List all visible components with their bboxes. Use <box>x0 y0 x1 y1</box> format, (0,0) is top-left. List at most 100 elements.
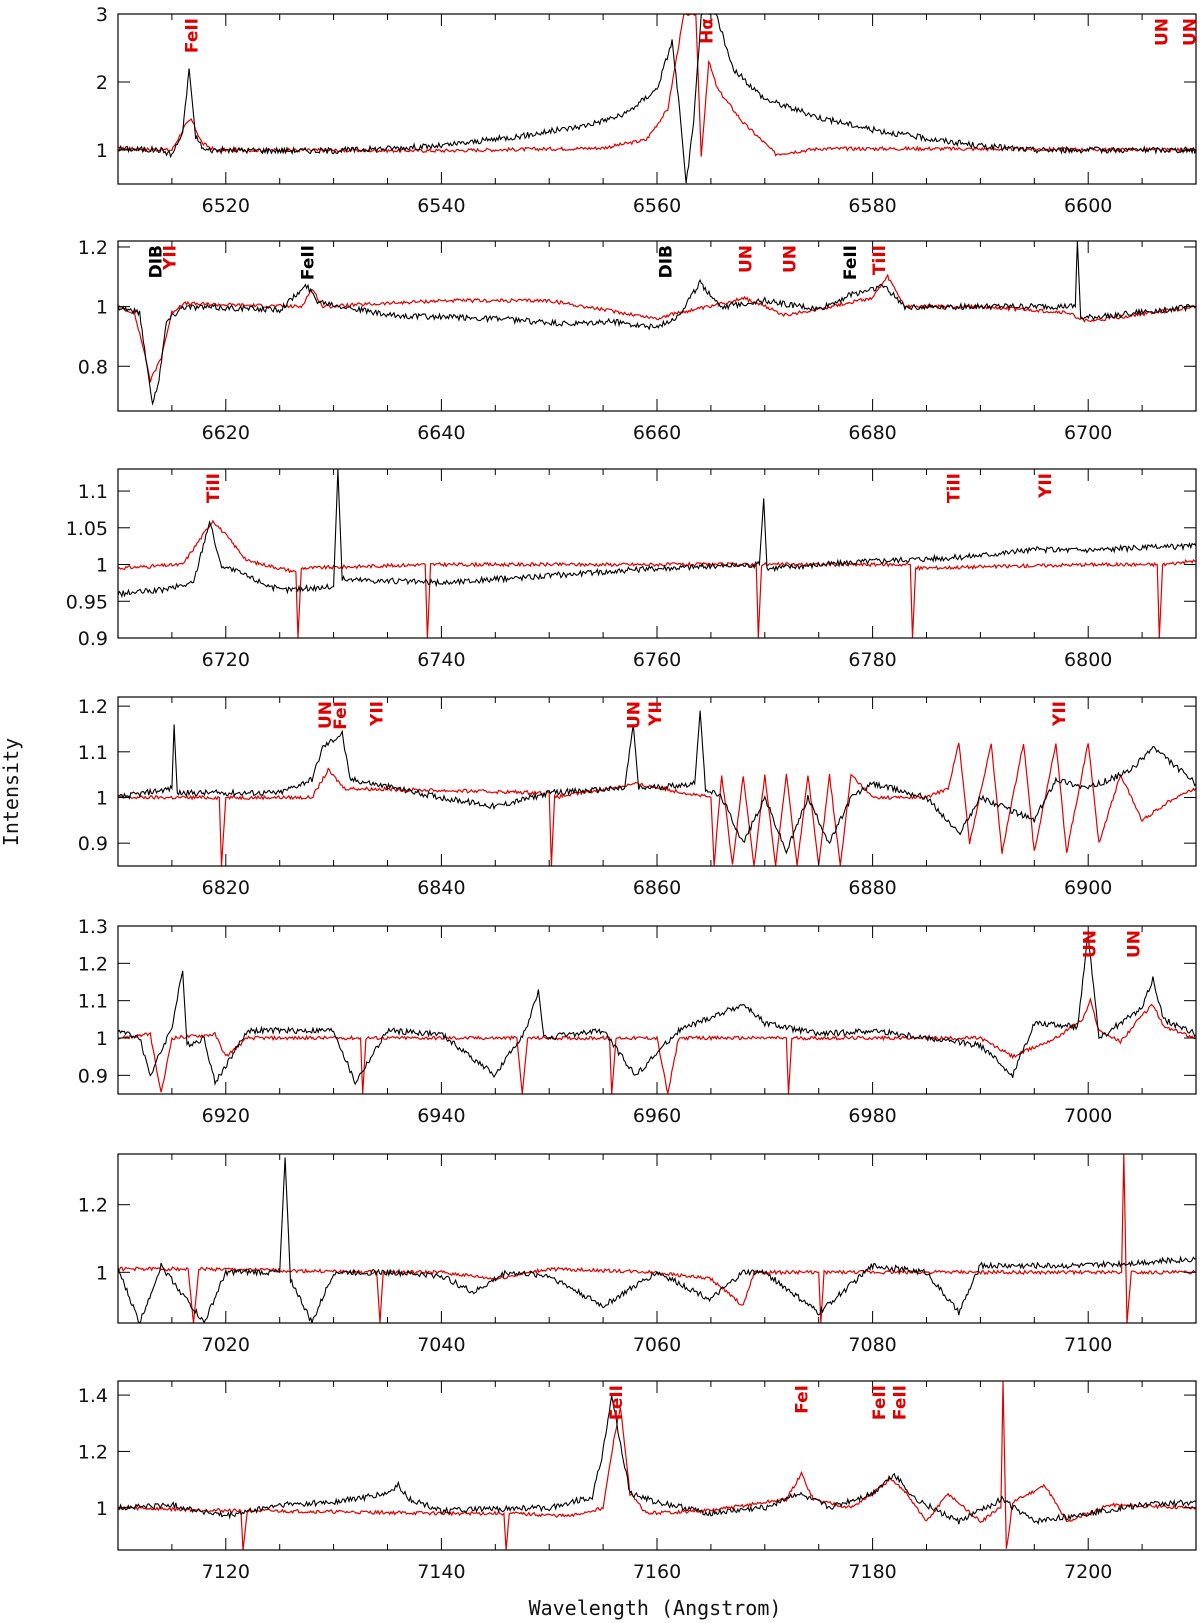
x-tick-label: 6800 <box>1064 649 1112 671</box>
y-tick-label: 0.9 <box>78 833 108 855</box>
y-tick-label: 1 <box>96 1028 108 1050</box>
y-tick-label: 3 <box>96 4 108 26</box>
line-id-label: FeII <box>299 245 319 280</box>
panel-frame <box>117 468 1197 639</box>
x-tick-label: 7060 <box>633 1334 681 1356</box>
x-tick-label: 7200 <box>1064 1561 1112 1583</box>
line-id-label: YII <box>1036 473 1056 499</box>
x-tick-label: 6940 <box>417 1105 465 1127</box>
y-tick-label: 1 <box>96 297 108 319</box>
y-tick-label: 1.2 <box>78 953 108 975</box>
x-tick-label: 6620 <box>202 422 250 444</box>
line-id-label: FeI <box>331 701 351 730</box>
line-id-label: UN <box>316 701 336 729</box>
black-spectrum-line <box>118 241 1196 406</box>
line-id-label: UN <box>1125 930 1145 958</box>
panel-frame <box>117 1380 1197 1551</box>
panel-6: 7020 7040 7060 7080 7100 1 1.2 <box>78 1153 1197 1356</box>
black-spectrum-line <box>118 469 1196 599</box>
panels-group: 6520 6540 6560 6580 6600 1 2 3 FeII Hα UN UN 6620 664… <box>66 4 1200 1583</box>
y-tick-label: 1 <box>96 140 108 162</box>
line-id-label: UN <box>781 245 801 273</box>
x-tick-label: 6600 <box>1064 195 1112 217</box>
x-tick-label: 6980 <box>848 1105 896 1127</box>
line-id-label: TiII <box>945 473 965 503</box>
x-tick-label: 6720 <box>202 649 250 671</box>
red-spectrum-line <box>118 1381 1196 1550</box>
y-tick-label: 0.9 <box>78 1065 108 1087</box>
x-tick-label: 7120 <box>202 1561 250 1583</box>
y-tick-label: 1 <box>96 787 108 809</box>
line-id-label: FeI <box>793 1385 813 1414</box>
y-tick-label: 1.2 <box>78 1441 108 1463</box>
line-id-label: Hα <box>698 18 718 44</box>
line-id-label: FeII <box>870 1385 890 1420</box>
x-tick-label: 6680 <box>848 422 896 444</box>
x-tick-label: 7180 <box>848 1561 896 1583</box>
x-tick-label: 6540 <box>417 195 465 217</box>
x-tick-label: 7000 <box>1064 1105 1112 1127</box>
red-spectrum-line <box>118 742 1196 866</box>
x-tick-label: 7140 <box>417 1561 465 1583</box>
x-axis-title: Wavelength (Angstrom) <box>529 1596 782 1620</box>
line-id-label: YII <box>368 701 388 727</box>
line-id-label: DIB <box>657 245 677 278</box>
y-tick-label: 1.4 <box>78 1385 108 1407</box>
y-tick-label: 1.1 <box>78 991 108 1013</box>
y-tick-label: 0.9 <box>78 628 108 650</box>
panel-1: 6520 6540 6560 6580 6600 1 2 3 FeII Hα UN UN <box>96 4 1200 217</box>
y-tick-label: 1 <box>96 1498 108 1520</box>
black-spectrum-line <box>118 14 1196 184</box>
red-spectrum-line <box>118 519 1196 638</box>
black-spectrum-line <box>118 1395 1196 1525</box>
line-id-label: FeII <box>841 245 861 280</box>
y-tick-label: 0.8 <box>78 356 108 378</box>
x-tick-label: 6900 <box>1064 877 1112 899</box>
x-tick-label: 6520 <box>202 195 250 217</box>
panel-frame <box>117 1153 1197 1324</box>
line-id-label: UN <box>1181 18 1200 46</box>
line-id-label: FeII <box>891 1385 911 1420</box>
y-tick-label: 1 <box>96 1262 108 1284</box>
y-tick-label: 1.1 <box>78 742 108 764</box>
y-tick-label: 1.3 <box>78 916 108 938</box>
panel-5: 6920 6940 6960 6980 7000 0.9 1 1.1 1.2 1.3 UN UN <box>78 916 1197 1127</box>
red-spectrum-line <box>118 996 1196 1094</box>
line-id-label: FeII <box>607 1385 627 1420</box>
black-spectrum-line <box>118 710 1196 855</box>
y-tick-label: 1.1 <box>78 481 108 503</box>
x-tick-label: 6660 <box>633 422 681 444</box>
line-id-label: UN <box>624 701 644 729</box>
red-spectrum-line <box>118 273 1196 383</box>
x-tick-label: 7020 <box>202 1334 250 1356</box>
line-id-label: YII <box>161 245 181 271</box>
x-tick-label: 7100 <box>1064 1334 1112 1356</box>
red-spectrum-line <box>118 14 1196 157</box>
line-id-label: TiII <box>204 473 224 503</box>
y-tick-label: 2 <box>96 72 108 94</box>
x-tick-label: 6640 <box>417 422 465 444</box>
x-tick-label: 6740 <box>417 649 465 671</box>
x-tick-label: 6860 <box>633 877 681 899</box>
line-id-label: UN <box>1153 18 1173 46</box>
line-id-label: TiII <box>870 245 890 275</box>
line-id-label: DIB <box>147 245 167 278</box>
line-id-label: UN <box>1080 930 1100 958</box>
x-tick-label: 6560 <box>633 195 681 217</box>
y-tick-label: 0.95 <box>66 591 108 613</box>
x-tick-label: 6840 <box>417 877 465 899</box>
x-tick-label: 6780 <box>848 649 896 671</box>
x-tick-label: 6880 <box>848 877 896 899</box>
y-tick-label: 1.2 <box>78 696 108 718</box>
x-tick-label: 7160 <box>633 1561 681 1583</box>
x-tick-label: 6580 <box>848 195 896 217</box>
panel-frame <box>117 925 1197 1095</box>
red-spectrum-line <box>118 1154 1196 1323</box>
x-tick-label: 6920 <box>202 1105 250 1127</box>
black-spectrum-line <box>118 935 1196 1086</box>
line-id-label: UN <box>736 245 756 273</box>
